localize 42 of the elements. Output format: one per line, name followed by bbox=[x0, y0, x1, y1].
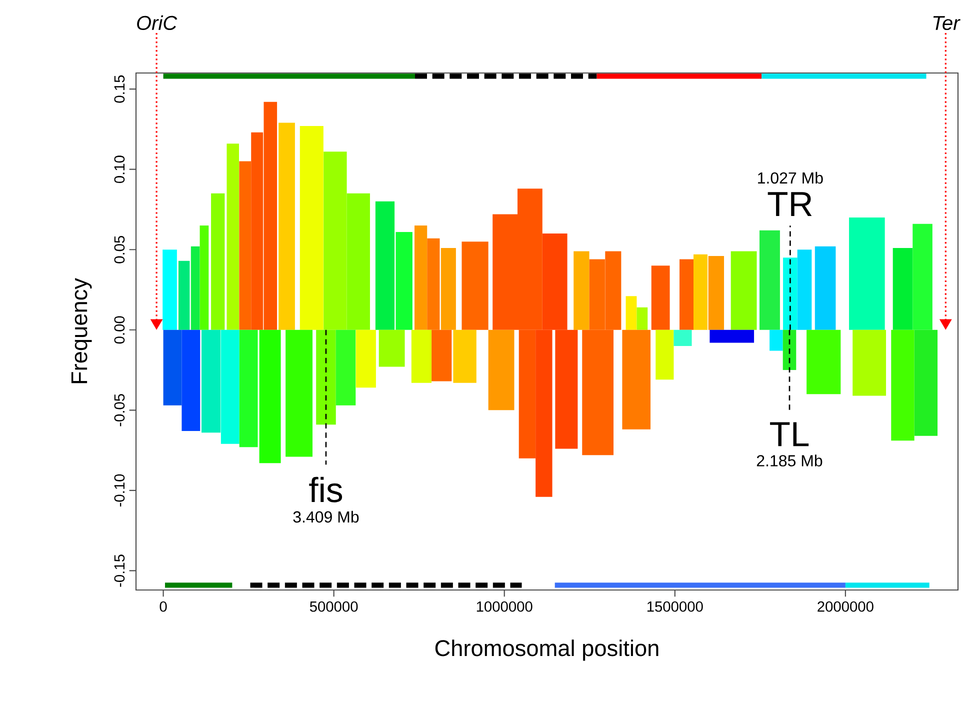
bar bbox=[783, 258, 798, 330]
bar bbox=[201, 330, 221, 433]
y-tick-label: 0.10 bbox=[114, 156, 125, 184]
annotation: 1.027 Mb bbox=[758, 172, 823, 184]
bar bbox=[220, 330, 240, 444]
annotation: TL bbox=[770, 422, 809, 446]
bar bbox=[278, 122, 295, 330]
y-tick-label: -0.10 bbox=[114, 474, 125, 507]
bar bbox=[356, 330, 376, 388]
annotation: 2.185 Mb bbox=[756, 454, 822, 466]
annotation: TR bbox=[768, 192, 812, 216]
y-tick-label: 0.15 bbox=[114, 75, 125, 103]
y-tick-label: 0.00 bbox=[114, 316, 125, 344]
x-axis-title: Chromosomal position bbox=[435, 640, 658, 661]
bar bbox=[797, 250, 812, 330]
y-tick-label: -0.05 bbox=[114, 394, 125, 426]
bar bbox=[411, 330, 432, 383]
bar bbox=[259, 330, 281, 464]
text: Ter bbox=[933, 16, 960, 30]
bar bbox=[163, 330, 182, 406]
x-tick-label: 2000000 bbox=[818, 601, 874, 612]
y-axis-title: Frequency bbox=[71, 278, 92, 384]
text: OriC bbox=[137, 15, 178, 30]
y-tick-label: 0.05 bbox=[114, 236, 125, 264]
bar bbox=[396, 232, 412, 330]
x-tick-label: 0 bbox=[160, 601, 167, 612]
x-tick-label: 1500000 bbox=[647, 601, 703, 612]
bar bbox=[432, 330, 452, 382]
bar bbox=[574, 251, 590, 330]
x-tick-label: 1000000 bbox=[476, 601, 532, 612]
bar bbox=[336, 330, 356, 406]
bar bbox=[693, 254, 708, 330]
y-tick-label: -0.15 bbox=[114, 554, 125, 587]
bar bbox=[182, 330, 200, 432]
annotation: 3.409 Mb bbox=[293, 510, 359, 523]
annotation: fis bbox=[309, 476, 342, 502]
bar bbox=[239, 330, 258, 448]
bar bbox=[316, 330, 336, 425]
bar bbox=[162, 250, 177, 330]
bar bbox=[440, 248, 456, 330]
x-tick-label: 500000 bbox=[310, 601, 358, 612]
bar bbox=[708, 256, 724, 330]
